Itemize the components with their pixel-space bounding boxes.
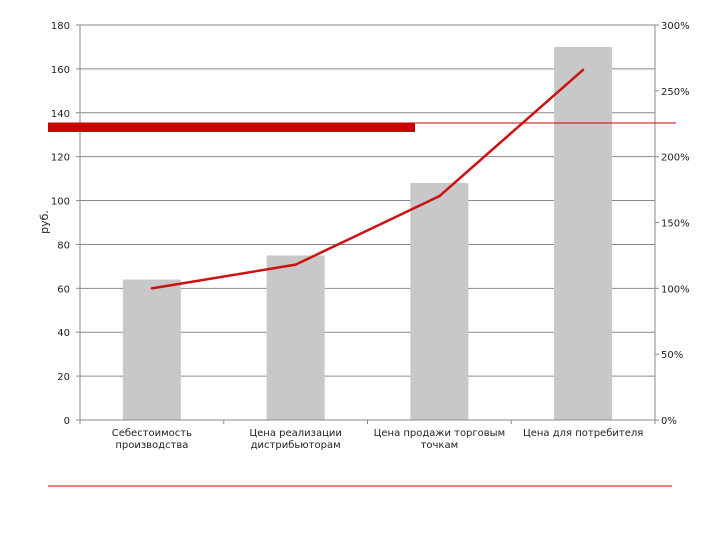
y-tick-label: 20 [57, 372, 70, 383]
y2-tick-label: 200% [661, 153, 690, 164]
y-tick-label: 40 [57, 328, 70, 339]
accent-bar [48, 123, 415, 132]
category-label: Себестоимость производства [112, 428, 192, 451]
line-point [581, 68, 585, 71]
category-label: Цена продажи торговым точкам [374, 428, 506, 451]
category-labels: Себестоимость производства Цена реализации… [112, 428, 644, 451]
y-tick-label: 160 [51, 65, 70, 76]
bar [266, 255, 325, 420]
y2-tick-labels: 0% 50% 100% 150% 200% 250% 300% [661, 21, 690, 427]
axes [76, 24, 659, 424]
y2-tick-label: 250% [661, 87, 690, 98]
y-tick-label: 120 [51, 153, 70, 164]
y-tick-labels: 0 20 40 60 80 100 120 140 160 180 [51, 21, 70, 427]
y-tick-label: 140 [51, 109, 70, 120]
y-tick-label: 100 [51, 197, 70, 208]
line-path [151, 68, 584, 290]
y-axis-label: руб. [38, 210, 51, 234]
line-series [150, 68, 585, 290]
y-tick-label: 0 [64, 416, 70, 427]
category-label: Цена реализации дистрибьюторам [249, 428, 342, 451]
bar [554, 46, 613, 420]
bar [410, 183, 469, 420]
y2-tick-label: 100% [661, 284, 690, 295]
bar [122, 279, 181, 420]
line-point [438, 194, 441, 198]
y2-tick-label: 50% [661, 350, 683, 361]
bar-series [122, 46, 613, 420]
y2-tick-label: 0% [661, 416, 677, 427]
category-label: Цена для потребителя [523, 428, 643, 439]
y2-tick-label: 150% [661, 219, 690, 230]
line-point [150, 287, 154, 290]
y-tick-label: 80 [57, 240, 70, 251]
y-tick-label: 180 [51, 21, 70, 32]
line-point [294, 263, 297, 266]
y-tick-label: 60 [57, 284, 70, 295]
y2-tick-label: 300% [661, 21, 690, 32]
